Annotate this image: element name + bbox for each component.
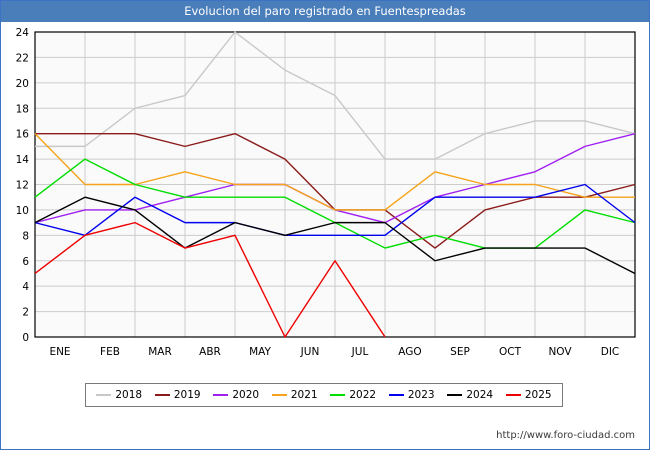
y-tick-label: 8 xyxy=(22,230,29,242)
x-tick-label-MAR: MAR xyxy=(148,346,172,358)
x-tick-label-MAY: MAY xyxy=(249,346,271,358)
legend-item-2023[interactable]: 2023 xyxy=(388,389,435,401)
legend-item-label: 2023 xyxy=(407,389,435,401)
legend-item-2025[interactable]: 2025 xyxy=(505,389,552,401)
series-line-2023 xyxy=(34,183,636,237)
x-tick-label-AGO: AGO xyxy=(398,346,421,358)
legend-item-label: 2021 xyxy=(290,389,318,401)
legend-item-label: 2024 xyxy=(466,389,494,401)
x-tick-label-ABR: ABR xyxy=(199,346,221,358)
legend-item-2018[interactable]: 2018 xyxy=(96,389,142,401)
x-axis-tick-labels: ENE FEB MAR ABR MAY JUN JUL AGO SEP OCT NOV DIC xyxy=(49,346,619,358)
x-tick-label-JUL: JUL xyxy=(351,346,369,358)
legend-swatch-icon xyxy=(213,394,229,396)
series-line-2024 xyxy=(34,196,636,275)
x-tick-label-FEB: FEB xyxy=(100,346,120,358)
y-tick-label: 16 xyxy=(16,129,30,141)
legend-item-2020[interactable]: 2020 xyxy=(213,389,259,401)
y-tick-label: 6 xyxy=(22,256,29,268)
window-title-bar: Evolucion del paro registrado en Fuentes… xyxy=(1,1,649,22)
legend-item-2021[interactable]: 2021 xyxy=(271,389,318,401)
y-tick-label: 4 xyxy=(22,281,29,293)
y-tick-label: 0 xyxy=(22,332,29,344)
y-tick-label: 10 xyxy=(16,205,29,217)
legend-item-label: 2019 xyxy=(173,389,201,401)
y-tick-label: 14 xyxy=(16,154,30,166)
chart-legend: 2018 2019 2020 2021 2022 2023 2024 2025 xyxy=(85,383,563,407)
x-tick-label-DIC: DIC xyxy=(601,346,620,358)
legend-swatch-icon xyxy=(447,394,463,396)
chart-canvas: 0 2 4 6 8 10 12 14 16 18 20 22 24 ENE FEB MAR ABR MAY JUN… xyxy=(1,22,649,449)
page-title: Evolucion del paro registrado en Fuentes… xyxy=(184,4,466,18)
series-line-2025 xyxy=(34,221,386,338)
legend-item-label: 2018 xyxy=(115,389,143,401)
x-tick-label-JUN: JUN xyxy=(300,346,320,358)
legend-swatch-icon xyxy=(330,394,346,396)
legend-item-2022[interactable]: 2022 xyxy=(330,389,376,401)
legend-item-label: 2020 xyxy=(232,389,260,401)
legend-item-2019[interactable]: 2019 xyxy=(154,389,201,401)
legend-swatch-icon xyxy=(96,394,112,396)
x-tick-label-SEP: SEP xyxy=(450,346,470,358)
legend-item-label: 2022 xyxy=(349,389,377,401)
y-tick-label: 22 xyxy=(16,52,29,64)
y-tick-label: 18 xyxy=(16,103,29,115)
source-url: http://www.foro-ciudad.com xyxy=(496,430,635,441)
legend-swatch-icon xyxy=(154,394,170,396)
y-tick-label: 12 xyxy=(16,180,29,192)
series-line-2018 xyxy=(35,31,636,160)
y-tick-label: 24 xyxy=(16,27,30,39)
x-tick-label-OCT: OCT xyxy=(499,346,522,358)
data-series-group xyxy=(34,31,636,338)
legend-swatch-icon xyxy=(388,394,404,396)
y-tick-label: 20 xyxy=(16,78,29,90)
legend-item-2024[interactable]: 2024 xyxy=(447,389,493,401)
x-tick-label-NOV: NOV xyxy=(548,346,572,358)
legend-swatch-icon xyxy=(271,394,287,396)
x-tick-label-ENE: ENE xyxy=(49,346,70,358)
legend-swatch-icon xyxy=(505,394,521,396)
legend-item-label: 2025 xyxy=(524,389,552,401)
y-tick-label: 2 xyxy=(22,307,29,319)
